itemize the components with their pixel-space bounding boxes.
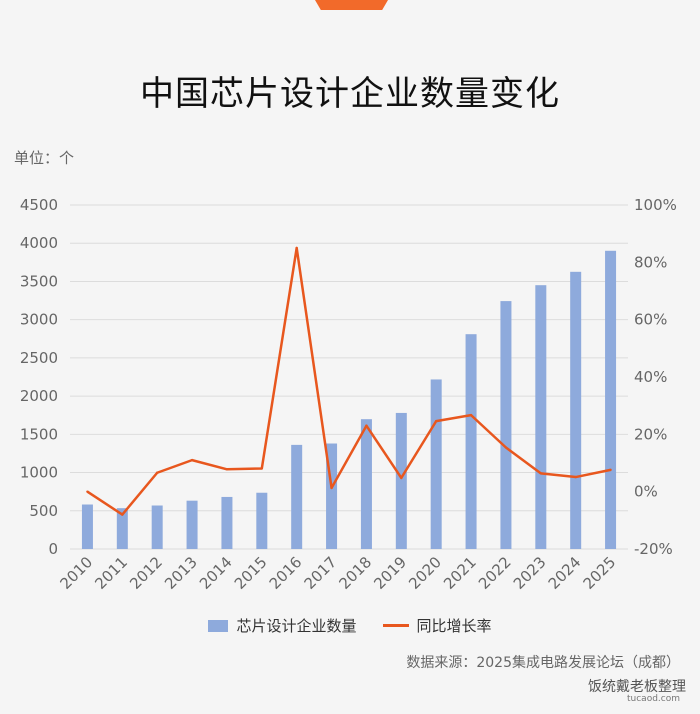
y-left-tick-label: 1000 bbox=[20, 464, 58, 482]
growth-rate-line bbox=[86, 246, 611, 516]
y-right-tick-label: 60% bbox=[634, 311, 667, 329]
bar bbox=[395, 412, 407, 549]
x-tick-label: 2023 bbox=[510, 553, 550, 593]
legend-item-bar: 芯片设计企业数量 bbox=[208, 615, 357, 636]
growth-rate-point bbox=[190, 458, 194, 462]
y-left-tick-label: 4000 bbox=[20, 234, 58, 252]
bar bbox=[81, 504, 93, 549]
y-left-tick-label: 2000 bbox=[20, 387, 58, 405]
legend-line-label: 同比增长率 bbox=[416, 617, 492, 635]
chart-title: 中国芯片设计企业数量变化 bbox=[140, 74, 560, 114]
x-tick-label: 2010 bbox=[57, 553, 97, 593]
growth-rate-point bbox=[155, 471, 159, 474]
x-tick-label: 2017 bbox=[301, 553, 341, 593]
x-tick-label: 2014 bbox=[196, 553, 236, 593]
x-tick-label: 2012 bbox=[126, 553, 166, 593]
growth-rate-point bbox=[295, 246, 298, 250]
unit-label: 单位：个 bbox=[14, 149, 75, 167]
bar bbox=[500, 301, 512, 549]
x-tick-label: 2024 bbox=[545, 553, 585, 593]
legend-item-line: 同比增长率 bbox=[382, 615, 492, 636]
growth-rate-point bbox=[539, 472, 543, 475]
y-left-tick-label: 1500 bbox=[20, 425, 58, 443]
x-tick-label: 2021 bbox=[440, 553, 480, 593]
growth-rate-point bbox=[225, 468, 229, 471]
x-tick-label: 2015 bbox=[231, 553, 271, 593]
growth-rate-point bbox=[469, 413, 473, 417]
y-right-tick-label: 0% bbox=[634, 483, 658, 501]
x-tick-label: 2022 bbox=[475, 553, 515, 593]
x-tick-label: 2011 bbox=[91, 553, 131, 593]
growth-rate-point bbox=[504, 446, 508, 449]
bar bbox=[570, 271, 582, 549]
growth-rate-point bbox=[330, 486, 333, 490]
watermark-url: tucaod.com bbox=[627, 694, 680, 704]
top-accent-tab bbox=[315, 0, 388, 10]
bar bbox=[605, 250, 617, 549]
legend-bar-swatch bbox=[208, 619, 229, 632]
bar bbox=[256, 492, 268, 549]
x-tick-label: 2019 bbox=[370, 553, 410, 593]
bar bbox=[430, 379, 442, 549]
growth-rate-point bbox=[574, 475, 577, 479]
y-left-tick-label: 3000 bbox=[20, 311, 58, 329]
growth-rate-point bbox=[400, 476, 403, 480]
legend-bar-label: 芯片设计企业数量 bbox=[236, 617, 357, 635]
y-right-tick-label: 100% bbox=[634, 196, 677, 214]
y-right-tick-label: -20% bbox=[634, 540, 673, 558]
y-left-tick-label: 2500 bbox=[20, 349, 58, 367]
x-tick-label: 2013 bbox=[161, 553, 201, 593]
y-left-tick-label: 0 bbox=[48, 540, 58, 558]
y-right-tick-label: 20% bbox=[634, 425, 667, 443]
bar bbox=[465, 334, 477, 549]
y-right-tick-label: 40% bbox=[634, 368, 667, 386]
y-left-tick-label: 500 bbox=[29, 502, 58, 520]
growth-rate-point bbox=[434, 419, 438, 423]
y-left-tick-label: 4500 bbox=[20, 196, 58, 214]
growth-rate-point bbox=[121, 513, 124, 516]
growth-rate-point bbox=[260, 467, 264, 470]
bar bbox=[326, 443, 338, 549]
x-tick-label: 2016 bbox=[266, 553, 306, 593]
legend: 芯片设计企业数量 同比增长率 bbox=[0, 615, 700, 636]
bar bbox=[186, 500, 198, 549]
bar bbox=[360, 419, 372, 549]
bar bbox=[291, 444, 303, 549]
bar bbox=[221, 496, 233, 549]
data-source: 数据来源：2025集成电路发展论坛（成都） bbox=[406, 655, 680, 671]
y-right-tick-label: 80% bbox=[634, 253, 667, 271]
bar bbox=[535, 285, 547, 549]
legend-line-swatch bbox=[382, 624, 409, 627]
growth-rate-point bbox=[365, 424, 368, 427]
x-tick-label: 2020 bbox=[405, 553, 445, 593]
x-tick-label: 2018 bbox=[336, 553, 376, 593]
x-tick-label: 2025 bbox=[580, 553, 620, 593]
growth-rate-point bbox=[86, 490, 89, 493]
bar bbox=[116, 508, 128, 549]
bar bbox=[151, 505, 163, 549]
y-left-tick-label: 3500 bbox=[20, 272, 58, 290]
growth-rate-point bbox=[609, 468, 612, 472]
watermark: 饭统戴老板整理 bbox=[588, 679, 686, 695]
